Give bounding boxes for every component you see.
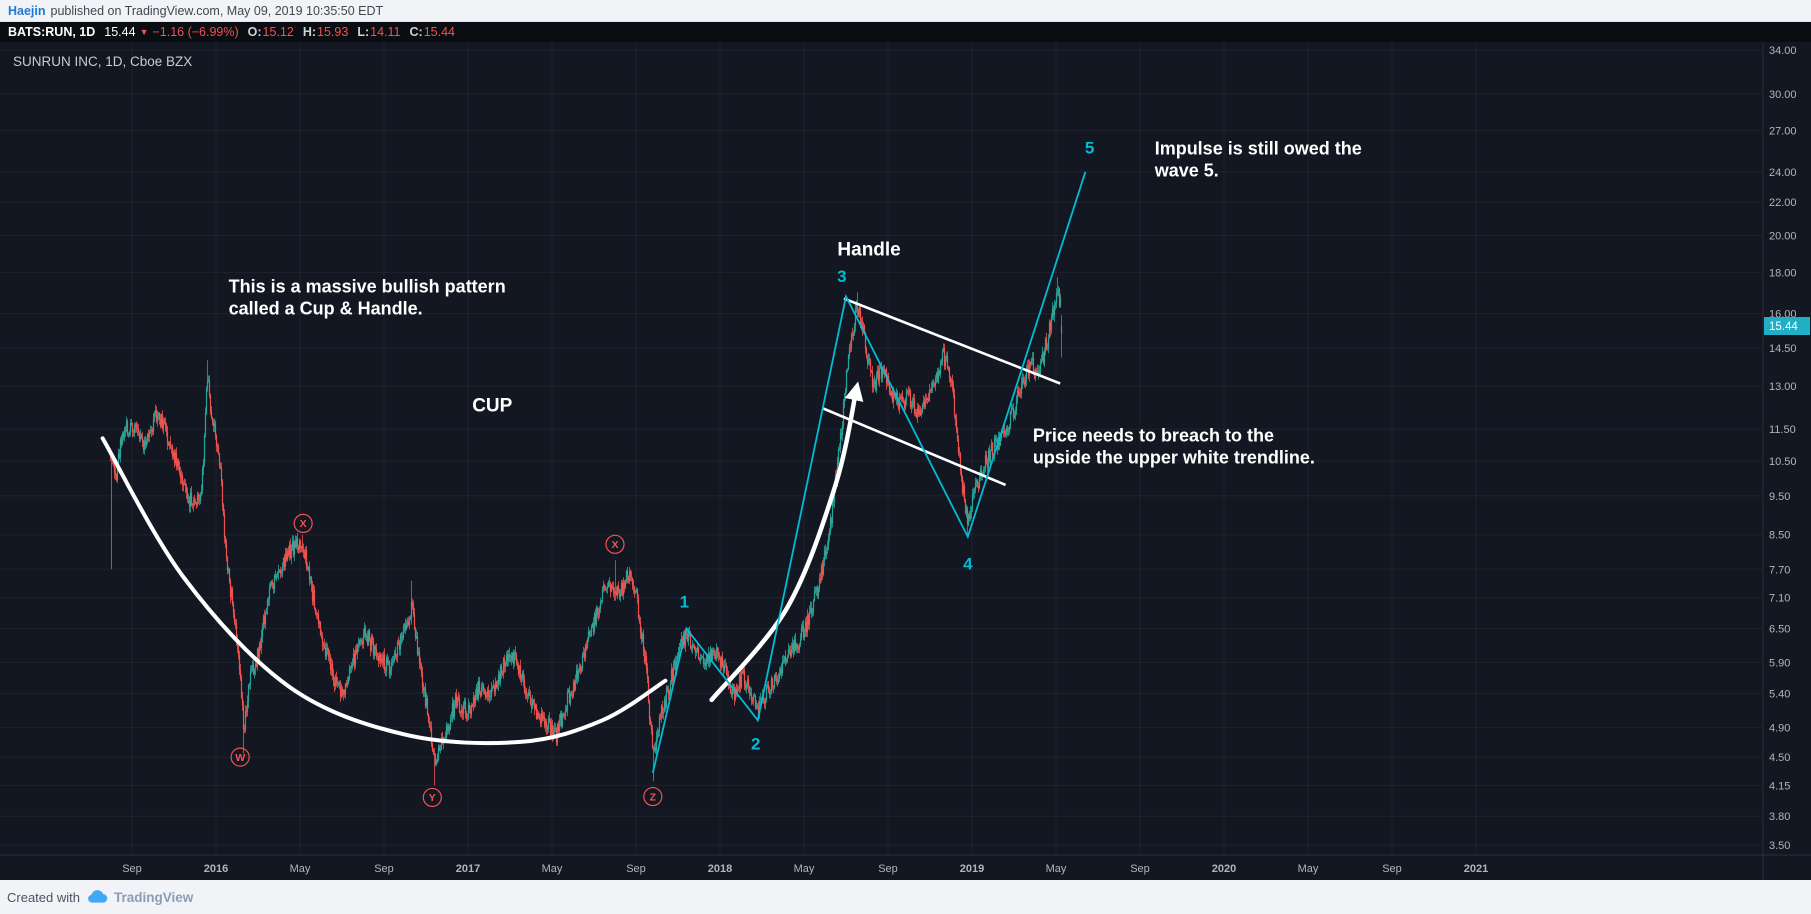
svg-text:W: W bbox=[235, 752, 245, 764]
svg-text:10.50: 10.50 bbox=[1769, 456, 1797, 468]
svg-text:2020: 2020 bbox=[1212, 863, 1236, 875]
svg-text:Sep: Sep bbox=[1130, 863, 1150, 875]
svg-text:2017: 2017 bbox=[456, 863, 480, 875]
svg-text:May: May bbox=[1046, 863, 1067, 875]
wave-label-5: 5 bbox=[1085, 138, 1094, 157]
svg-text:4.50: 4.50 bbox=[1769, 752, 1790, 764]
svg-text:Sep: Sep bbox=[374, 863, 394, 875]
svg-text:15.44: 15.44 bbox=[1769, 321, 1798, 333]
note-cup-handle[interactable]: This is a massive bullish patterncalled … bbox=[229, 276, 506, 318]
svg-text:2018: 2018 bbox=[708, 863, 732, 875]
svg-text:20.00: 20.00 bbox=[1769, 231, 1797, 243]
grid bbox=[0, 42, 1763, 855]
svg-text:wave 5.: wave 5. bbox=[1154, 161, 1219, 181]
wave-label-4: 4 bbox=[963, 554, 973, 573]
svg-text:18.00: 18.00 bbox=[1769, 267, 1797, 279]
svg-text:4.90: 4.90 bbox=[1769, 722, 1790, 734]
chart-area[interactable]: 1 2 3 4 5 W X Y X Z This is a massive bullish patt… bbox=[0, 42, 1811, 880]
cup-curve[interactable] bbox=[100, 436, 668, 746]
handle-upper-trendline[interactable] bbox=[843, 297, 1061, 385]
svg-text:7.70: 7.70 bbox=[1769, 564, 1790, 576]
svg-text:Sep: Sep bbox=[626, 863, 646, 875]
svg-text:CUP: CUP bbox=[472, 395, 512, 416]
down-triangle-icon: ▼ bbox=[139, 27, 149, 37]
svg-text:Sep: Sep bbox=[1382, 863, 1402, 875]
svg-text:2019: 2019 bbox=[960, 863, 984, 875]
close-value: C: 15.44 bbox=[409, 25, 455, 39]
svg-text:11.50: 11.50 bbox=[1769, 424, 1796, 436]
svg-text:May: May bbox=[290, 863, 311, 875]
wave-marker-x: X bbox=[293, 513, 313, 534]
svg-text:Price needs to breach to the: Price needs to breach to the bbox=[1033, 425, 1274, 445]
svg-text:5.90: 5.90 bbox=[1769, 657, 1790, 669]
svg-text:34.00: 34.00 bbox=[1769, 45, 1797, 57]
svg-text:27.00: 27.00 bbox=[1769, 126, 1797, 138]
chart-legend[interactable]: SUNRUN INC, 1D, Cboe BZX bbox=[13, 54, 192, 69]
svg-text:Impulse is still owed the: Impulse is still owed the bbox=[1155, 139, 1362, 159]
svg-text:30.00: 30.00 bbox=[1769, 89, 1797, 101]
elliott-wave-line[interactable] bbox=[651, 171, 1087, 774]
handle-lower-trendline[interactable] bbox=[822, 407, 1007, 487]
label-handle[interactable]: Handle bbox=[837, 239, 900, 260]
svg-text:May: May bbox=[794, 863, 815, 875]
svg-text:May: May bbox=[1298, 863, 1319, 875]
cup-arrow[interactable] bbox=[709, 381, 864, 703]
footer-bar: Created with TradingView bbox=[0, 880, 1811, 914]
svg-text:13.00: 13.00 bbox=[1769, 381, 1797, 393]
price-axis[interactable]: 34.0030.0027.0024.0022.0020.0018.0016.00… bbox=[1769, 45, 1797, 852]
svg-text:7.10: 7.10 bbox=[1769, 593, 1790, 605]
change-value: −1.16 (−6.99%) bbox=[152, 25, 239, 39]
last-price-badge: 15.44 bbox=[1764, 317, 1810, 336]
svg-text:8.50: 8.50 bbox=[1769, 530, 1790, 542]
svg-text:14.50: 14.50 bbox=[1769, 343, 1797, 355]
svg-text:upside the upper white trendli: upside the upper white trendline. bbox=[1033, 447, 1315, 467]
svg-text:Y: Y bbox=[429, 792, 436, 804]
svg-text:Sep: Sep bbox=[122, 863, 142, 875]
svg-text:22.00: 22.00 bbox=[1769, 197, 1797, 209]
tradingview-cloud-icon[interactable] bbox=[86, 890, 108, 904]
tradingview-brand-text[interactable]: TradingView bbox=[113, 889, 194, 905]
svg-text:X: X bbox=[611, 539, 618, 551]
last-price-value: 15.44 bbox=[104, 25, 136, 39]
created-with-text: Created with bbox=[7, 889, 80, 905]
open-value: O: 15.12 bbox=[247, 25, 294, 39]
label-cup[interactable]: CUP bbox=[472, 395, 512, 416]
svg-text:X: X bbox=[300, 518, 307, 530]
svg-text:3.50: 3.50 bbox=[1769, 840, 1790, 852]
svg-text:3.80: 3.80 bbox=[1769, 811, 1790, 823]
wave-label-1: 1 bbox=[680, 593, 689, 612]
attribution-bar: Haejin published on TradingView.com, May… bbox=[0, 0, 1811, 22]
symbol-title[interactable]: BATS:RUN, 1D bbox=[8, 25, 96, 39]
svg-text:2021: 2021 bbox=[1464, 863, 1488, 875]
svg-text:May: May bbox=[542, 863, 563, 875]
low-value: L: 14.11 bbox=[357, 25, 401, 39]
chart-background bbox=[0, 42, 1811, 880]
svg-text:24.00: 24.00 bbox=[1769, 167, 1797, 179]
published-info: published on TradingView.com, May 09, 20… bbox=[50, 3, 384, 18]
chart-canvas[interactable]: 1 2 3 4 5 W X Y X Z This is a massive bullish patt… bbox=[0, 42, 1811, 880]
svg-text:Handle: Handle bbox=[837, 239, 900, 260]
svg-text:Z: Z bbox=[650, 791, 657, 803]
svg-text:5.40: 5.40 bbox=[1769, 688, 1790, 700]
svg-text:Sep: Sep bbox=[878, 863, 898, 875]
wave-label-3: 3 bbox=[837, 267, 846, 286]
svg-text:This is a massive bullish patt: This is a massive bullish pattern bbox=[229, 276, 506, 296]
svg-text:2016: 2016 bbox=[204, 863, 228, 875]
time-axis[interactable]: Sep 2016 May Sep 2017 May Sep 2018 May Sep 2019 May… bbox=[122, 863, 1488, 875]
wave-marker-x: X bbox=[605, 534, 625, 554]
svg-text:6.50: 6.50 bbox=[1769, 624, 1790, 636]
symbol-info-bar: BATS:RUN, 1D 15.44 ▼ −1.16 (−6.99%) O: 15… bbox=[0, 22, 1811, 42]
high-value: H: 15.93 bbox=[302, 25, 349, 39]
wave-label-2: 2 bbox=[751, 734, 760, 753]
author-link[interactable]: Haejin bbox=[8, 3, 46, 18]
svg-text:called a Cup & Handle.: called a Cup & Handle. bbox=[229, 298, 423, 318]
wave-marker-y: Y bbox=[422, 787, 442, 808]
svg-text:4.15: 4.15 bbox=[1769, 780, 1790, 792]
wave-marker-w: W bbox=[230, 747, 250, 767]
svg-text:9.50: 9.50 bbox=[1769, 491, 1790, 503]
wave-marker-z: Z bbox=[643, 786, 663, 807]
